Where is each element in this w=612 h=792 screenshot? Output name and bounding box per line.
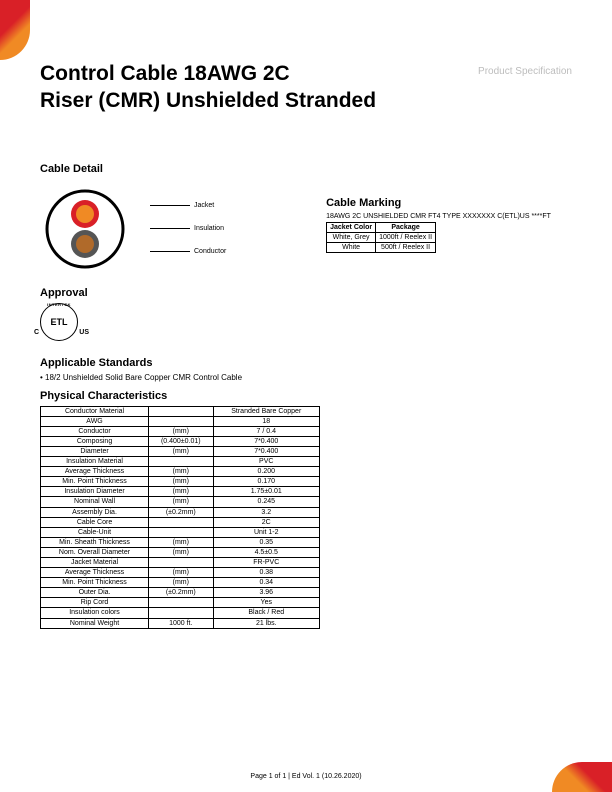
table-row: Nominal Weight1000 ft.21 lbs.	[41, 618, 320, 628]
table-row: White 500ft / Reelex II	[327, 242, 436, 252]
etl-text: ETL	[51, 317, 68, 327]
physical-characteristics-table: Conductor MaterialStranded Bare CopperAW…	[40, 406, 320, 629]
label-insulation: Insulation	[150, 225, 226, 232]
cable-marking-heading: Cable Marking	[326, 197, 582, 209]
package-table-header-row: Jacket Color Package	[327, 222, 436, 232]
standards-heading: Applicable Standards	[40, 357, 582, 369]
top-columns: Cable Detail Jacket Insulation Conductor…	[40, 155, 582, 349]
table-row: Cable-UnitUnit 1-2	[41, 527, 320, 537]
cable-detail-heading: Cable Detail	[40, 163, 286, 175]
title-line-2: Riser (CMR) Unshielded Stranded	[40, 87, 582, 114]
table-row: Rip CordYes	[41, 598, 320, 608]
table-row: Insulation colorsBlack / Red	[41, 608, 320, 618]
table-row: Assembly Dia.(±0.2mm)3.2	[41, 507, 320, 517]
pkg-th-0: Jacket Color	[327, 222, 376, 232]
table-row: White, Grey 1000ft / Reelex II	[327, 232, 436, 242]
product-spec-label: Product Specification	[478, 66, 572, 77]
right-column: Cable Marking 18AWG 2C UNSHIELDED CMR FT…	[326, 189, 582, 253]
table-row: Cable Core2C	[41, 517, 320, 527]
table-row: Conductor(mm)7 / 0.4	[41, 426, 320, 436]
pkg-th-1: Package	[376, 222, 436, 232]
cable-diagram: Jacket Insulation Conductor	[40, 179, 286, 279]
label-conductor: Conductor	[150, 248, 226, 255]
table-row: Average Thickness(mm)0.38	[41, 568, 320, 578]
diagram-labels: Jacket Insulation Conductor	[150, 202, 226, 255]
cable-marking-text: 18AWG 2C UNSHIELDED CMR FT4 TYPE XXXXXXX…	[326, 213, 582, 220]
table-row: Diameter(mm)7*0.400	[41, 446, 320, 456]
page: Control Cable 18AWG 2C Riser (CMR) Unshi…	[0, 0, 612, 792]
package-table: Jacket Color Package White, Grey 1000ft …	[326, 222, 436, 253]
table-row: Insulation MaterialPVC	[41, 457, 320, 467]
table-row: Min. Point Thickness(mm)0.34	[41, 578, 320, 588]
table-row: Jacket MaterialFR-PVC	[41, 558, 320, 568]
standards-bullet: 18/2 Unshielded Solid Bare Copper CMR Co…	[40, 373, 582, 382]
footer: Page 1 of 1 | Ed Vol. 1 (10.26.2020)	[0, 773, 612, 780]
cable-cross-section-icon	[40, 179, 140, 279]
etl-ring-text: INTERTEK	[47, 302, 71, 307]
table-row: Nominal Wall(mm)0.245	[41, 497, 320, 507]
table-row: Min. Sheath Thickness(mm)0.35	[41, 537, 320, 547]
table-row: Average Thickness(mm)0.200	[41, 467, 320, 477]
table-row: Insulation Diameter(mm)1.75±0.01	[41, 487, 320, 497]
header: Control Cable 18AWG 2C Riser (CMR) Unshi…	[40, 60, 582, 115]
table-row: AWG18	[41, 416, 320, 426]
physical-heading: Physical Characteristics	[40, 390, 582, 402]
etl-mark-icon: INTERTEK ETL	[40, 303, 78, 341]
label-jacket: Jacket	[150, 202, 226, 209]
table-row: Outer Dia.(±0.2mm)3.96	[41, 588, 320, 598]
table-row: Composing(0.400±0.01)7*0.400	[41, 436, 320, 446]
table-row: Conductor MaterialStranded Bare Copper	[41, 406, 320, 416]
table-row: Min. Point Thickness(mm)0.170	[41, 477, 320, 487]
approval-heading: Approval	[40, 287, 286, 299]
table-row: Nom. Overall Diameter(mm)4.5±0.5	[41, 547, 320, 557]
left-column: Cable Detail Jacket Insulation Conductor…	[40, 155, 286, 349]
